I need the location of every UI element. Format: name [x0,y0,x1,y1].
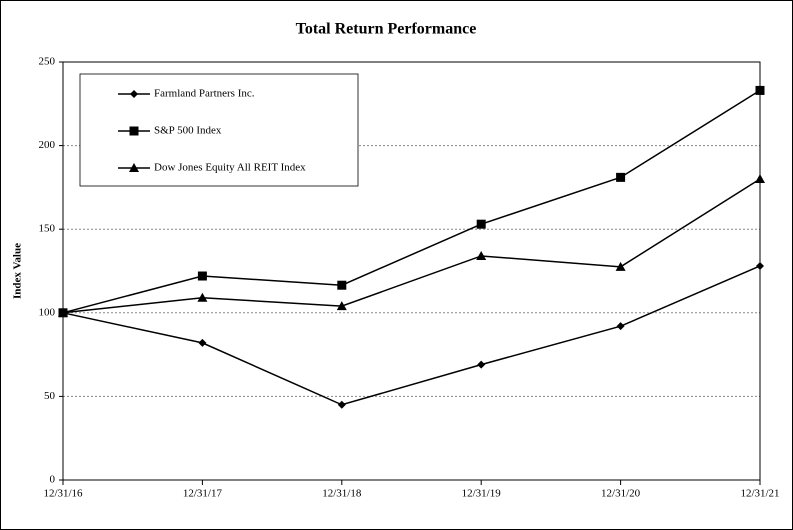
y-tick-label: 100 [39,306,56,318]
marker [756,261,764,270]
y-tick-label: 150 [39,223,56,235]
chart-title: Total Return Performance [296,21,477,38]
marker [337,400,346,409]
x-tick-label: 12/31/21 [740,488,779,500]
marker [476,219,486,229]
legend-label: Dow Jones Equity All REIT Index [154,162,306,174]
y-axis-label: Index Value [12,243,24,299]
marker [477,360,486,369]
marker [755,174,765,184]
y-tick-label: 0 [50,474,56,486]
y-tick-label: 250 [39,56,56,68]
marker [197,292,208,302]
marker [755,85,765,95]
x-tick-label: 12/31/18 [322,488,362,500]
legend-label: S&P 500 Index [154,125,222,137]
y-tick-label: 200 [39,139,56,151]
series-line [62,265,761,406]
legend-marker [129,126,139,136]
series-line [62,178,761,314]
x-tick-label: 12/31/20 [601,488,641,500]
marker [197,271,207,281]
x-tick-label: 12/31/19 [462,488,502,500]
marker [337,280,347,290]
series-line [62,89,761,314]
marker [616,172,626,182]
marker [198,338,207,347]
marker [336,301,347,311]
plot-area [62,61,761,481]
x-tick-label: 12/31/17 [183,488,223,500]
legend-label: Farmland Partners Inc. [154,88,255,100]
legend-marker [129,163,139,172]
x-tick-label: 12/31/16 [43,488,83,500]
marker [616,322,625,331]
legend-marker [130,90,138,98]
marker [615,261,626,271]
marker [58,307,68,317]
y-tick-label: 50 [44,390,56,402]
marker [476,250,487,260]
